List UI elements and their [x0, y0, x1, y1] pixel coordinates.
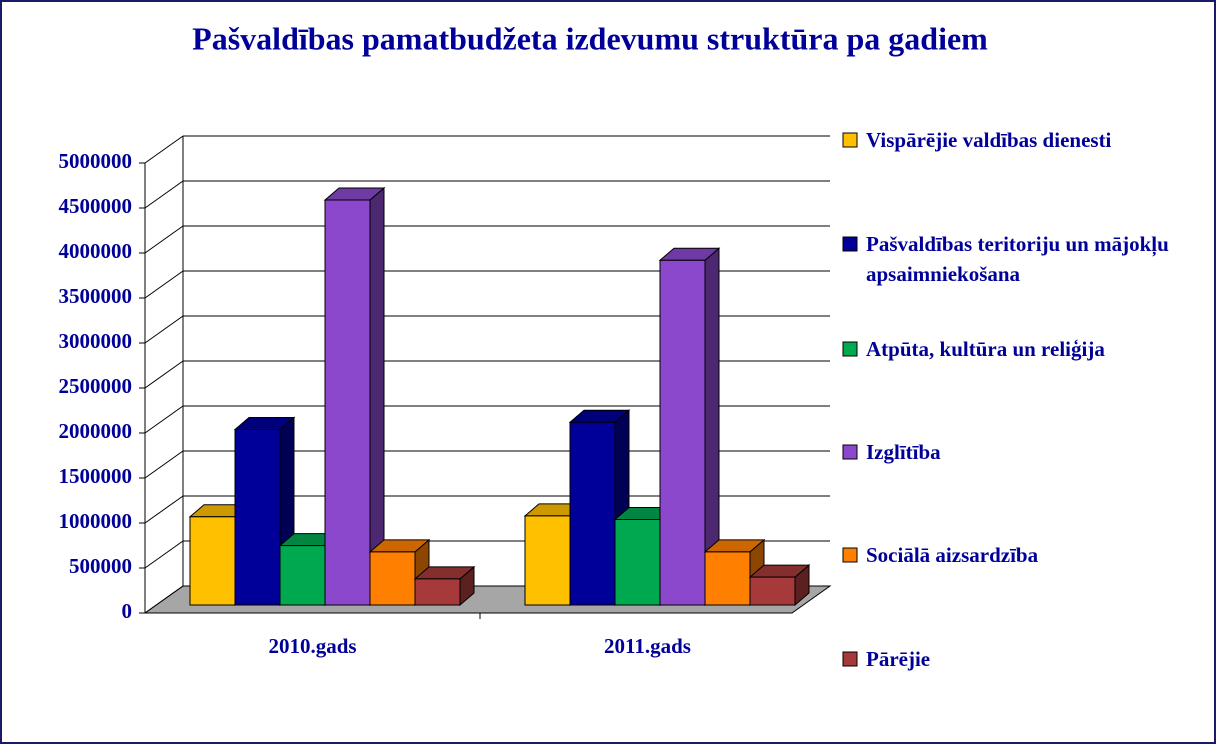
- legend-swatch: [842, 341, 858, 357]
- y-tick-label: 4000000: [59, 239, 133, 263]
- grid-line: [144, 585, 184, 614]
- x-tick-label: 2010.gads: [268, 634, 356, 658]
- y-tick-label: 2000000: [59, 419, 133, 443]
- legend-swatch: [842, 444, 858, 460]
- bar: [324, 199, 371, 606]
- grid-line: [144, 540, 184, 569]
- legend-swatch: [842, 132, 858, 148]
- grid-line: [144, 315, 184, 344]
- grid-line: [144, 450, 184, 479]
- legend-swatch: [842, 651, 858, 667]
- y-tick-label: 1500000: [59, 464, 133, 488]
- x-tick-label: 2011.gads: [604, 634, 691, 658]
- bar: [659, 259, 706, 606]
- grid-line: [144, 405, 184, 434]
- legend-label: Izglītība: [866, 440, 941, 464]
- legend-label: Atpūta, kultūra un reliģija: [866, 337, 1105, 361]
- legend-label: Sociālā aizsardzība: [866, 543, 1039, 567]
- grid-line: [144, 270, 184, 299]
- bar: [234, 429, 281, 606]
- y-tick-label: 3000000: [59, 329, 133, 353]
- bar: [414, 578, 461, 606]
- y-tick-label: 2500000: [59, 374, 133, 398]
- bar: [569, 421, 616, 606]
- grid-line: [144, 135, 184, 164]
- bar: [279, 545, 326, 606]
- bar: [614, 519, 661, 606]
- y-tick-label: 1000000: [59, 509, 133, 533]
- bar: [189, 516, 236, 606]
- legend-label: Vispārējie valdības dienesti: [866, 128, 1112, 152]
- y-tick-label: 3500000: [59, 284, 133, 308]
- bar: [704, 551, 751, 606]
- grid-line: [144, 180, 184, 209]
- y-tick-label: 0: [122, 599, 133, 623]
- chart-title: Pašvaldības pamatbudžeta izdevumu strukt…: [192, 20, 988, 56]
- y-tick-label: 500000: [69, 554, 132, 578]
- bar: [369, 551, 416, 606]
- legend-label: Pārējie: [866, 647, 931, 671]
- bar: [749, 576, 796, 606]
- grid-line: [144, 225, 184, 254]
- legend-swatch: [842, 547, 858, 563]
- legend-label: Pašvaldības teritoriju un mājokļu apsaim…: [866, 232, 1169, 286]
- bar: [524, 515, 571, 606]
- grid-line: [144, 360, 184, 389]
- grid-line: [144, 495, 184, 524]
- y-tick-label: 5000000: [59, 149, 133, 173]
- legend-swatch: [842, 236, 858, 252]
- y-tick-label: 4500000: [59, 194, 133, 218]
